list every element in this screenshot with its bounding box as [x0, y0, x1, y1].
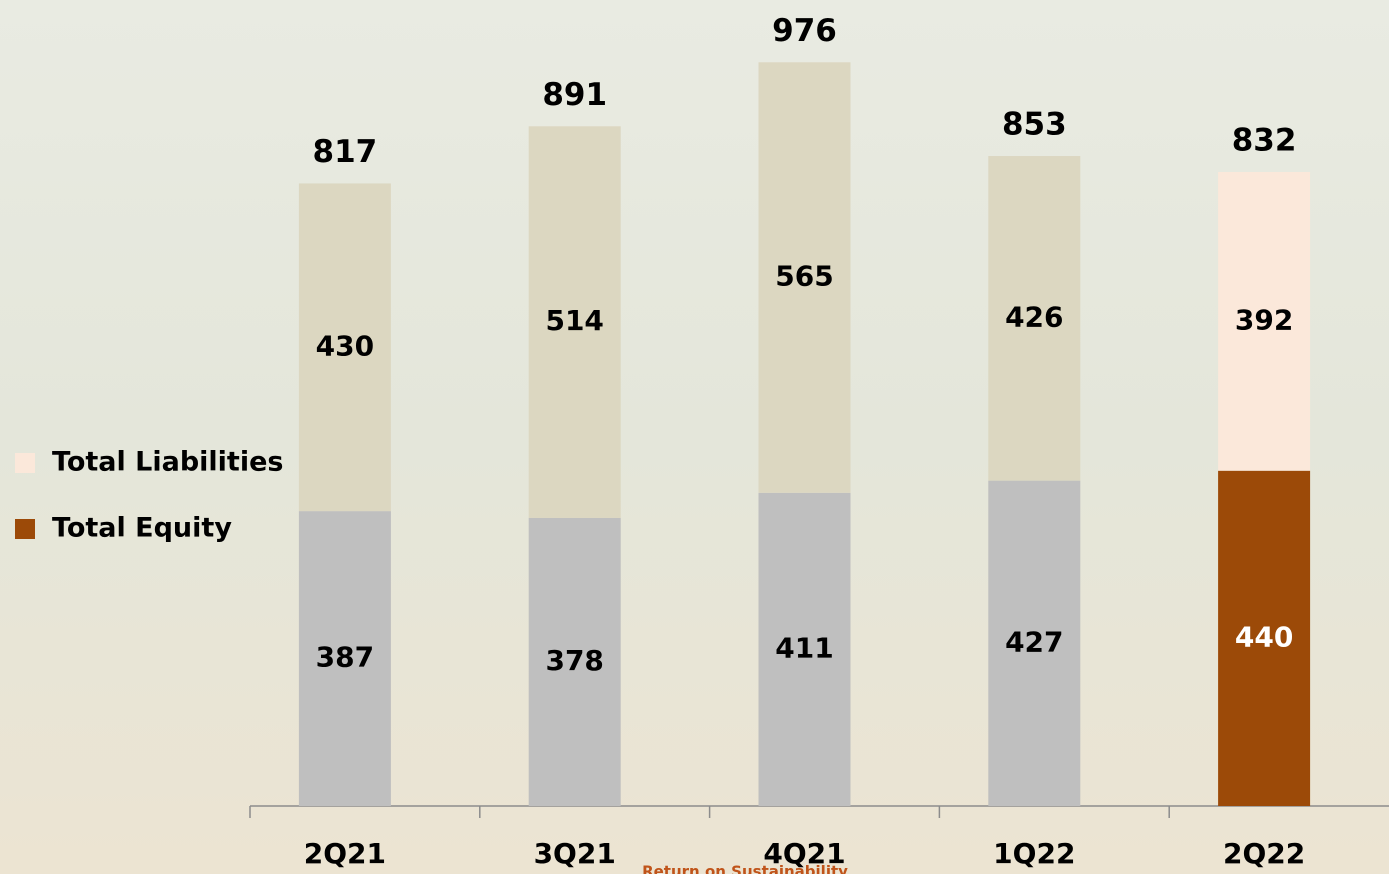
- total-label: 891: [542, 77, 607, 113]
- legend-swatch: [15, 519, 35, 539]
- bar-segment: [528, 126, 621, 518]
- value-label: 440: [1235, 620, 1293, 653]
- x-tick-label: 4Q21: [763, 837, 845, 870]
- x-tick-label: 3Q21: [534, 837, 616, 870]
- x-tick-label: 2Q22: [1223, 837, 1305, 870]
- bar-segment: [1218, 470, 1311, 806]
- total-label: 976: [772, 13, 837, 49]
- total-label: 853: [1002, 107, 1067, 143]
- value-label: 514: [545, 304, 603, 337]
- bar-segment: [298, 183, 391, 512]
- value-label: 387: [316, 641, 374, 674]
- value-label: 427: [1005, 625, 1063, 658]
- footer: Return on Sustainability: [642, 863, 848, 874]
- bar-segment: [758, 62, 851, 493]
- legend-label: Total Liabilities: [52, 447, 283, 478]
- legend-swatch: [15, 453, 35, 473]
- x-tick-label: 2Q21: [304, 837, 386, 870]
- bar-segment: [298, 511, 391, 806]
- value-label: 426: [1005, 300, 1063, 333]
- bar-segment: [528, 517, 621, 806]
- total-label: 832: [1232, 123, 1297, 159]
- value-label: 565: [775, 260, 833, 293]
- bar-segment: [758, 492, 851, 806]
- legend-label: Total Equity: [52, 513, 232, 544]
- bar-segment: [1218, 172, 1311, 471]
- bar-segment: [988, 156, 1081, 481]
- bar-segment: [988, 480, 1081, 806]
- value-label: 392: [1235, 303, 1293, 336]
- value-label: 411: [775, 631, 833, 664]
- value-label: 430: [316, 329, 374, 362]
- x-tick-label: 1Q22: [993, 837, 1075, 870]
- value-label: 378: [545, 644, 603, 677]
- total-label: 817: [313, 134, 378, 170]
